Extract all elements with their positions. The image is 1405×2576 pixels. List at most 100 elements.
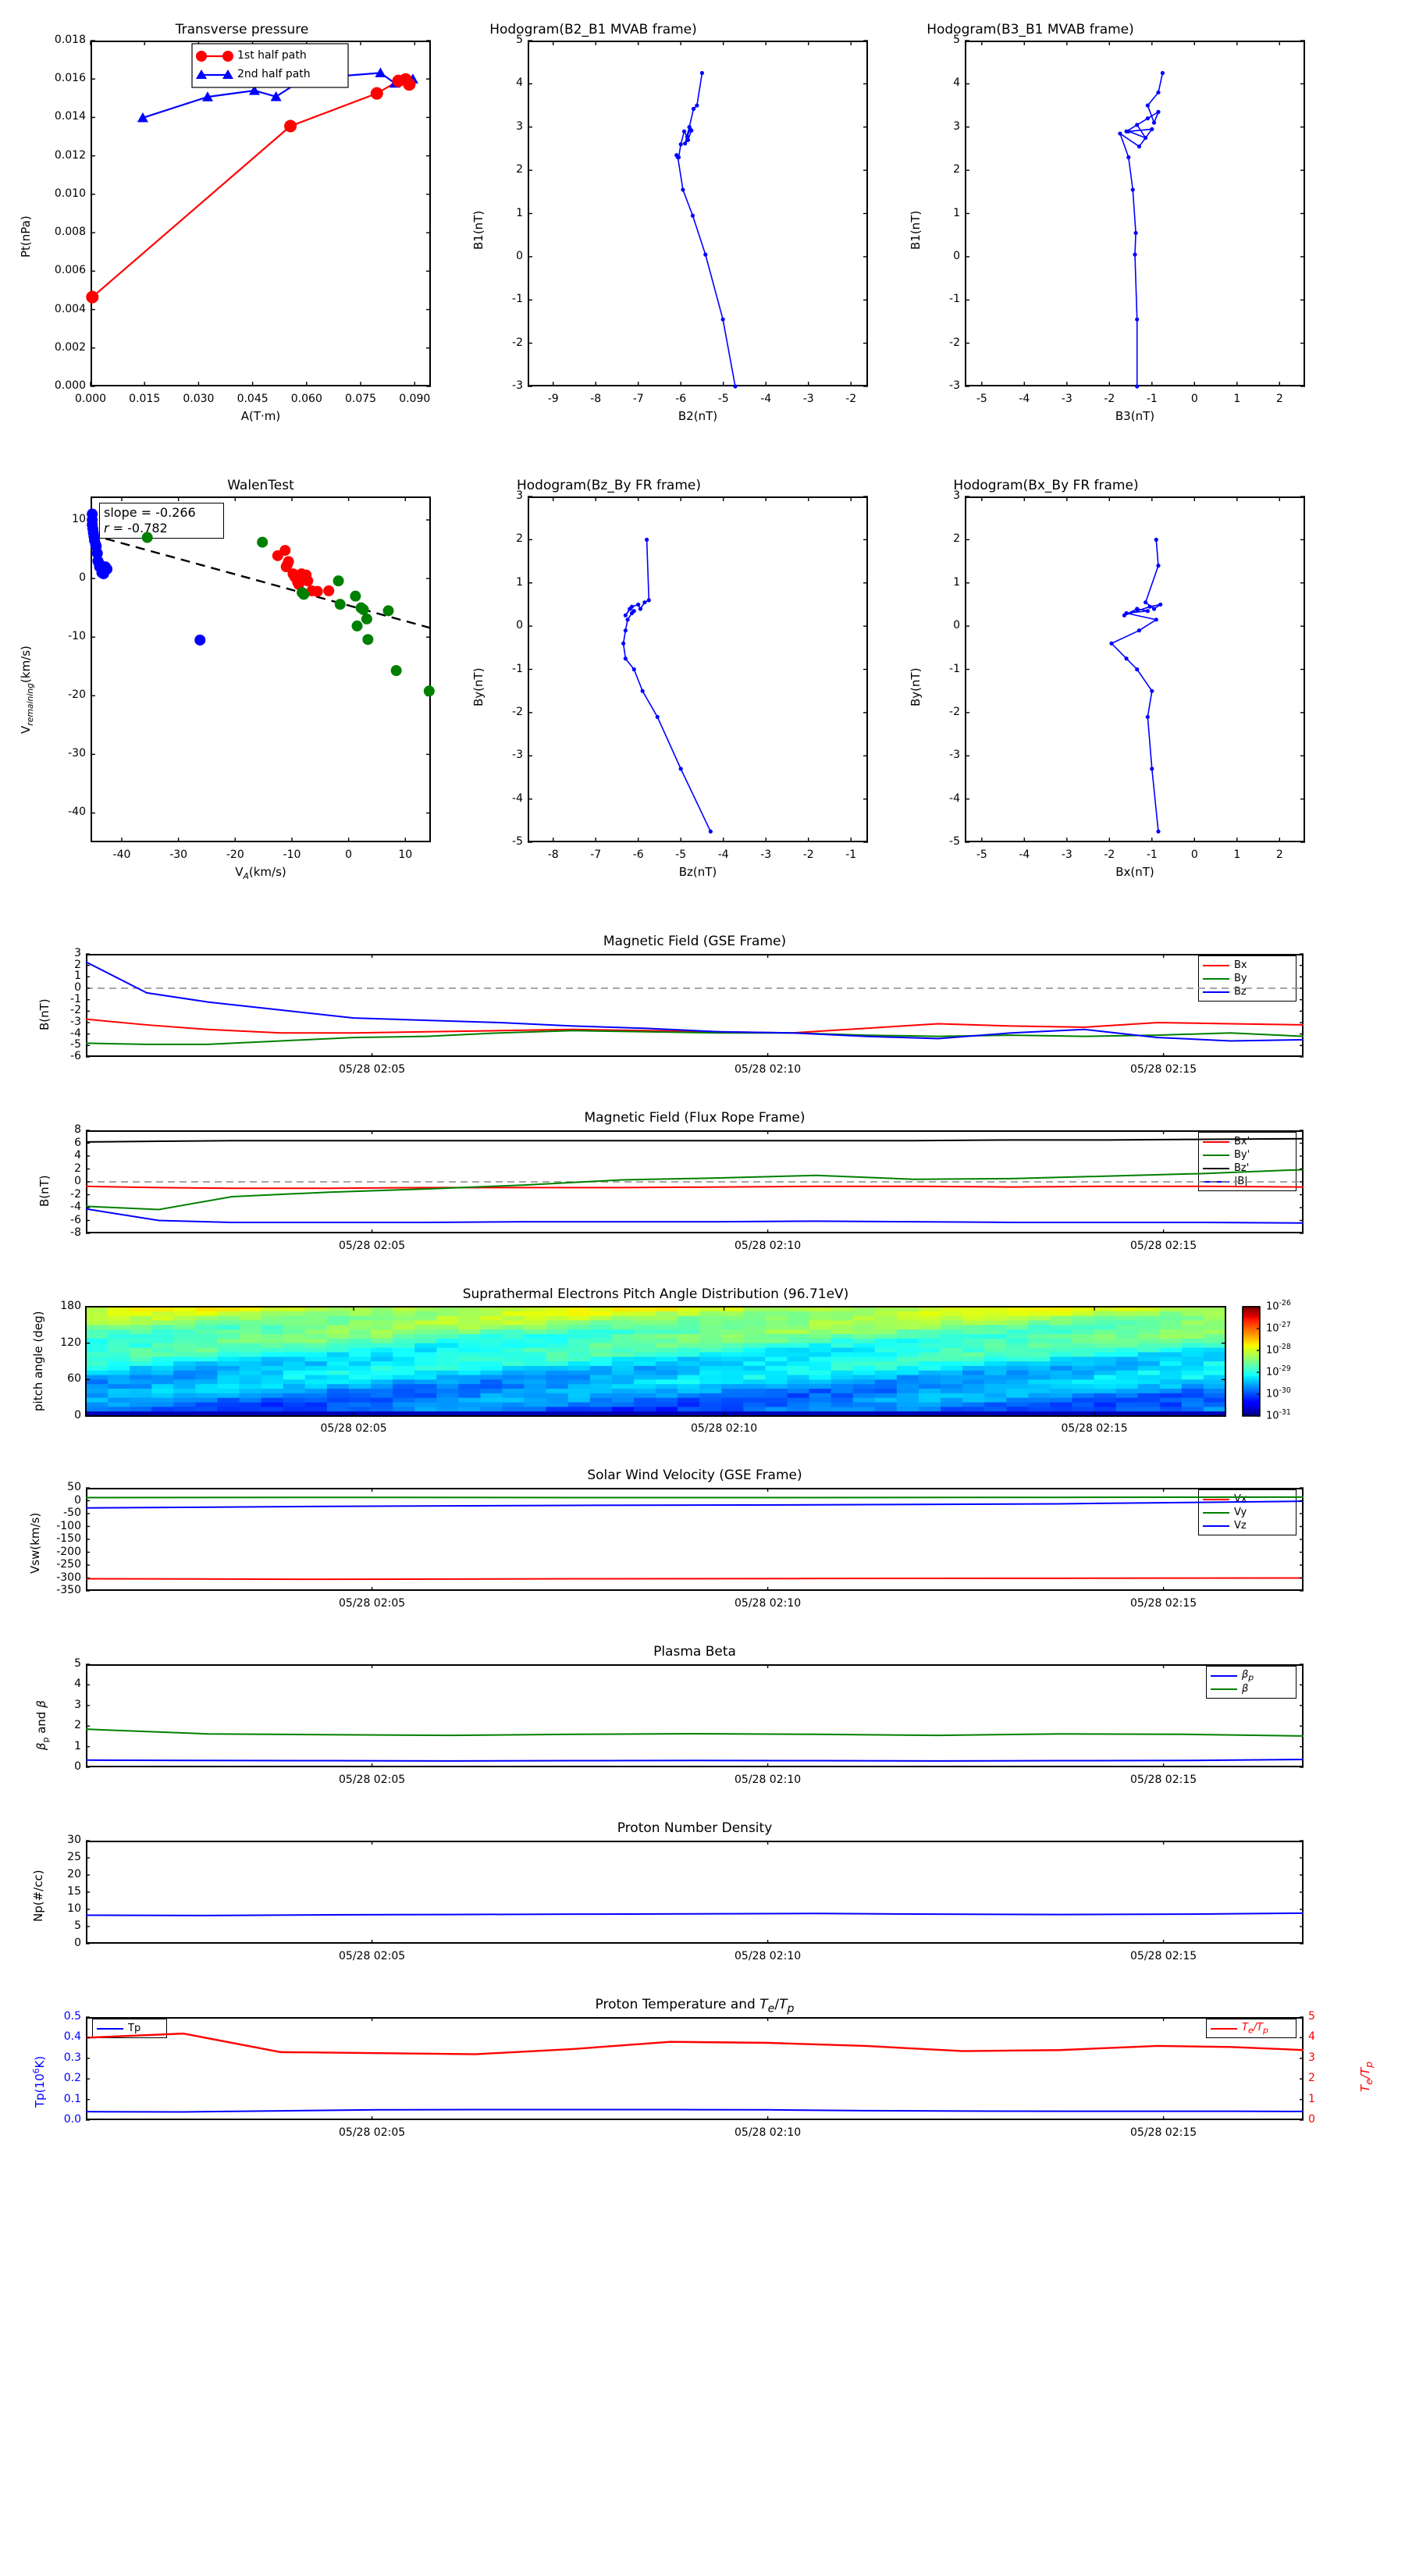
heatmap-cell (1094, 1347, 1117, 1353)
heatmap-cell (678, 1311, 700, 1317)
heatmap-cell (589, 1352, 613, 1357)
colorbar-tick-label: 10-30 (1266, 1386, 1291, 1400)
heatmap-cell (1137, 1338, 1161, 1344)
heatmap-cell (1137, 1375, 1161, 1380)
heatmap-cell (874, 1338, 898, 1344)
heatmap-cell (217, 1361, 240, 1367)
heatmap-cell (371, 1379, 393, 1385)
heatmap-cell (743, 1375, 766, 1380)
legend-label: 2nd half path (237, 68, 311, 80)
heatmap-cell (699, 1343, 722, 1349)
heatmap-cell (918, 1329, 941, 1335)
heatmap-cell (1072, 1329, 1095, 1335)
heatmap-cell (743, 1329, 766, 1335)
x-tick-label: -2 (845, 393, 857, 405)
y-tick-label: 8 (74, 1123, 81, 1136)
heatmap-cell (721, 1393, 744, 1399)
heatmap-cell (546, 1347, 569, 1353)
heatmap-cell (809, 1393, 832, 1399)
heatmap-cell (1159, 1411, 1183, 1417)
heatmap-cell (589, 1343, 613, 1349)
heatmap-cell (108, 1393, 130, 1399)
heatmap-cell (918, 1393, 941, 1399)
heatmap-cell (524, 1347, 547, 1353)
heatmap-cell (151, 1329, 174, 1335)
heatmap-cell (611, 1307, 635, 1312)
heatmap-cell (1137, 1352, 1161, 1357)
heatmap-cell (1094, 1402, 1117, 1407)
heatmap-cell (852, 1365, 876, 1372)
heatmap-cell (831, 1311, 854, 1317)
legend-label: Bx (1234, 959, 1247, 971)
heatmap-cell (611, 1334, 635, 1340)
y-tick-label: 0 (953, 619, 960, 632)
heatmap-cell (1159, 1329, 1183, 1335)
heatmap-cell (874, 1407, 898, 1412)
heatmap-cell (852, 1307, 876, 1312)
heatmap-cell (371, 1393, 393, 1399)
heatmap-cell (108, 1307, 130, 1312)
heatmap-cell (962, 1320, 985, 1325)
heatmap-cell (217, 1311, 240, 1317)
heatmap-cell (743, 1352, 766, 1357)
heatmap-cell (326, 1389, 350, 1394)
x-tick-label: -6 (632, 849, 644, 861)
heatmap-cell (765, 1365, 788, 1372)
heatmap-cell (326, 1370, 350, 1376)
panel-title: Magnetic Field (GSE Frame) (603, 934, 787, 949)
heatmap-cell (656, 1325, 678, 1330)
heatmap-cell (217, 1329, 240, 1335)
heatmap-cell (1181, 1320, 1204, 1325)
heatmap-cell (743, 1411, 766, 1417)
heatmap-cell (699, 1357, 722, 1362)
heatmap-cell (217, 1411, 240, 1417)
heatmap-cell (436, 1375, 459, 1380)
heatmap-cell (656, 1338, 678, 1344)
heatmap-cell (874, 1393, 898, 1399)
legend: Bx By Bz (1198, 955, 1297, 1002)
heatmap-cell (896, 1307, 919, 1312)
heatmap-cell (151, 1389, 174, 1394)
x-tick-label: 2 (1275, 393, 1283, 405)
heatmap-cell (304, 1315, 328, 1322)
heatmap-cell (633, 1334, 656, 1340)
heatmap-cell (852, 1393, 876, 1399)
heatmap-cell (108, 1320, 130, 1325)
x-tick-label: 0.090 (399, 393, 431, 405)
y-tick-label: 4 (74, 1149, 81, 1162)
colorbar-tick-label: 10-29 (1266, 1364, 1291, 1379)
heatmap-cell (984, 1370, 1007, 1376)
heatmap-cell (1050, 1329, 1073, 1335)
y-tick-label-right: 2 (1308, 2072, 1315, 2085)
heatmap-cell (1028, 1325, 1051, 1330)
heatmap-cell (393, 1334, 415, 1340)
heatmap-cell (1050, 1334, 1073, 1340)
y-tick-label: 3 (516, 489, 523, 502)
heatmap-cell (787, 1334, 810, 1340)
heatmap-cell (1072, 1352, 1095, 1357)
heatmap-cell (852, 1411, 876, 1417)
heatmap-cell (852, 1325, 876, 1330)
heatmap-cell (831, 1375, 854, 1380)
x-tick-label: 05/28 02:15 (1130, 2126, 1197, 2139)
heatmap-cell (941, 1393, 963, 1399)
heatmap-cell (1115, 1320, 1139, 1325)
heatmap-cell (678, 1315, 700, 1322)
heatmap-cell (239, 1338, 262, 1344)
heatmap-cell (1050, 1361, 1073, 1367)
heatmap-cell (108, 1343, 130, 1349)
heatmap-cell (458, 1329, 481, 1335)
heatmap-cell (831, 1325, 854, 1330)
heatmap-cell (699, 1402, 722, 1407)
heatmap-cell (765, 1307, 788, 1312)
heatmap-cell (393, 1397, 415, 1404)
heatmap-cell (962, 1307, 985, 1312)
heatmap-cell (918, 1370, 941, 1376)
legend-label: βp (1242, 1668, 1254, 1683)
legend-label: Vy (1234, 1507, 1247, 1518)
y-tick-label: 20 (67, 1868, 81, 1880)
heatmap-cell (984, 1384, 1007, 1389)
heatmap-cell (918, 1379, 941, 1385)
heatmap-cell (502, 1411, 525, 1417)
heatmap-cell (678, 1329, 700, 1335)
